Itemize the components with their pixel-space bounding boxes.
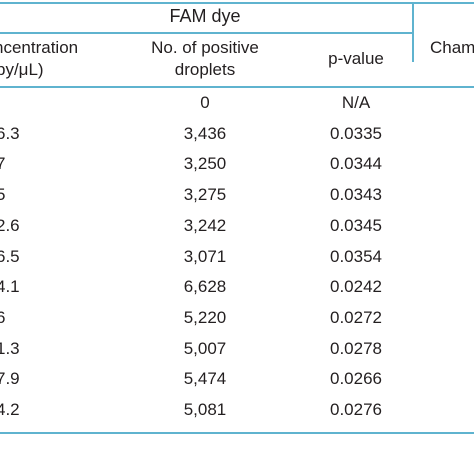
table-row: 1.3 5,007 0.0278 — [0, 338, 474, 362]
cell-p-value: N/A — [341, 93, 371, 112]
cell-positive-droplets: 3,242 — [183, 215, 227, 235]
header-concentration-line1: ncentration — [0, 38, 79, 57]
cell-concentration: 4.2 — [0, 400, 20, 419]
cell-positive-droplets: 3,275 — [183, 185, 227, 205]
cell-p-value: 0.0343 — [330, 185, 382, 205]
cell-positive-droplets: 3,436 — [183, 123, 227, 143]
table-row: 6.3 3,436 0.0335 — [0, 123, 474, 147]
cell-positive-droplets: 3,250 — [183, 154, 227, 174]
cell-p-value: 0.0276 — [330, 400, 382, 419]
cell-p-value: 0.0266 — [330, 369, 382, 389]
cell-concentration: 4.1 — [0, 277, 20, 297]
cell-concentration: 1.3 — [0, 338, 20, 358]
bottom-rule — [0, 432, 474, 434]
cell-positive-droplets: 5,007 — [183, 338, 227, 358]
cell-concentration: 5 — [0, 185, 6, 205]
group-header-fam-dye: FAM dye — [169, 6, 241, 26]
header-p-value: p-value — [328, 49, 384, 68]
table-row: 6 5,220 0.0272 — [0, 307, 474, 331]
header-positive-droplets-line2: droplets — [174, 60, 236, 79]
cell-p-value: 0.0272 — [330, 307, 382, 327]
header-concentration-line2: py/μL) — [0, 60, 44, 79]
cell-concentration: 2.6 — [0, 215, 20, 235]
table-row: 4.1 6,628 0.0242 — [0, 276, 474, 300]
cell-concentration: 7.9 — [0, 369, 20, 389]
header-bottom-rule — [0, 86, 474, 88]
cell-p-value: 0.0345 — [330, 215, 382, 235]
cell-p-value: 0.0242 — [330, 277, 382, 297]
group-header-rule — [0, 32, 412, 34]
table-row: 7.9 5,474 0.0266 — [0, 368, 474, 392]
cell-concentration: 6 — [0, 307, 6, 327]
cell-positive-droplets: 5,220 — [183, 307, 227, 327]
table-row: 2.6 3,242 0.0345 — [0, 215, 474, 239]
cell-concentration: 6.3 — [0, 123, 20, 143]
table-row: 0 N/A — [0, 92, 474, 116]
table-row: 6.5 3,071 0.0354 — [0, 246, 474, 270]
cell-positive-droplets: 3,071 — [183, 246, 227, 266]
cell-positive-droplets: 5,081 — [183, 400, 227, 419]
header-next-column-partial: Cham — [430, 38, 474, 57]
cell-positive-droplets: 0 — [200, 93, 210, 112]
top-rule — [0, 2, 474, 4]
cell-concentration: 6.5 — [0, 246, 20, 266]
cell-p-value: 0.0335 — [330, 123, 382, 143]
header-positive-droplets-line1: No. of positive — [151, 38, 259, 57]
cell-positive-droplets: 6,628 — [183, 277, 227, 297]
column-separator — [412, 2, 414, 62]
cell-p-value: 0.0354 — [330, 246, 382, 266]
cell-concentration: 7 — [0, 154, 6, 174]
table-row: 7 3,250 0.0344 — [0, 153, 474, 177]
table-row: 5 3,275 0.0343 — [0, 184, 474, 208]
cell-p-value: 0.0278 — [330, 338, 382, 358]
cell-p-value: 0.0344 — [330, 154, 382, 174]
table-row: 4.2 5,081 0.0276 — [0, 399, 474, 423]
cell-positive-droplets: 5,474 — [183, 369, 227, 389]
